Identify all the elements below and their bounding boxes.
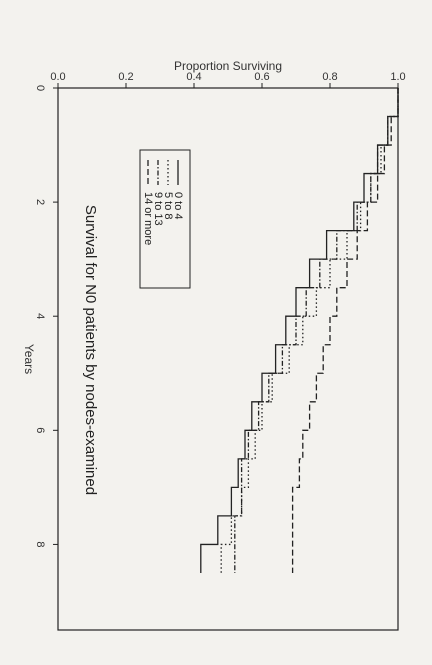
plot-frame <box>57 87 399 631</box>
survival-line-1 <box>220 88 399 573</box>
y-tick-label: 0.6 <box>254 71 269 83</box>
legend-label: 14 or more <box>142 192 154 245</box>
y-axis-title: Proportion Surviving <box>174 59 282 73</box>
y-tick-label: 0.2 <box>118 71 133 83</box>
chart-title: Survival for N0 patients by nodes-examin… <box>82 205 99 495</box>
series-layer <box>200 88 399 573</box>
legend-label: 9 to 13 <box>152 192 164 226</box>
y-tick-label: 1.0 <box>390 71 405 83</box>
y-tick-label: 0.8 <box>322 71 337 83</box>
axis-labels: 0.0 0.2 0.4 0.6 0.8 1.0 0 2 4 6 8 <box>34 71 406 547</box>
survival-line-2 <box>234 88 399 573</box>
legend-label: 0 to 4 <box>172 192 184 220</box>
x-tick-label: 8 <box>34 541 46 547</box>
x-tick-label: 0 <box>34 85 46 91</box>
legend-label: 5 to 8 <box>162 192 174 220</box>
x-tick-label: 4 <box>34 313 46 319</box>
x-axis-title: Years <box>22 344 36 374</box>
y-tick-label: 0.4 <box>186 71 201 83</box>
x-tick-label: 6 <box>34 427 46 433</box>
survival-line-0 <box>200 88 399 573</box>
y-tick-label: 0.0 <box>50 71 65 83</box>
plot-axes <box>53 83 399 631</box>
x-tick-label: 2 <box>34 199 46 205</box>
survival-line-3 <box>291 88 399 573</box>
